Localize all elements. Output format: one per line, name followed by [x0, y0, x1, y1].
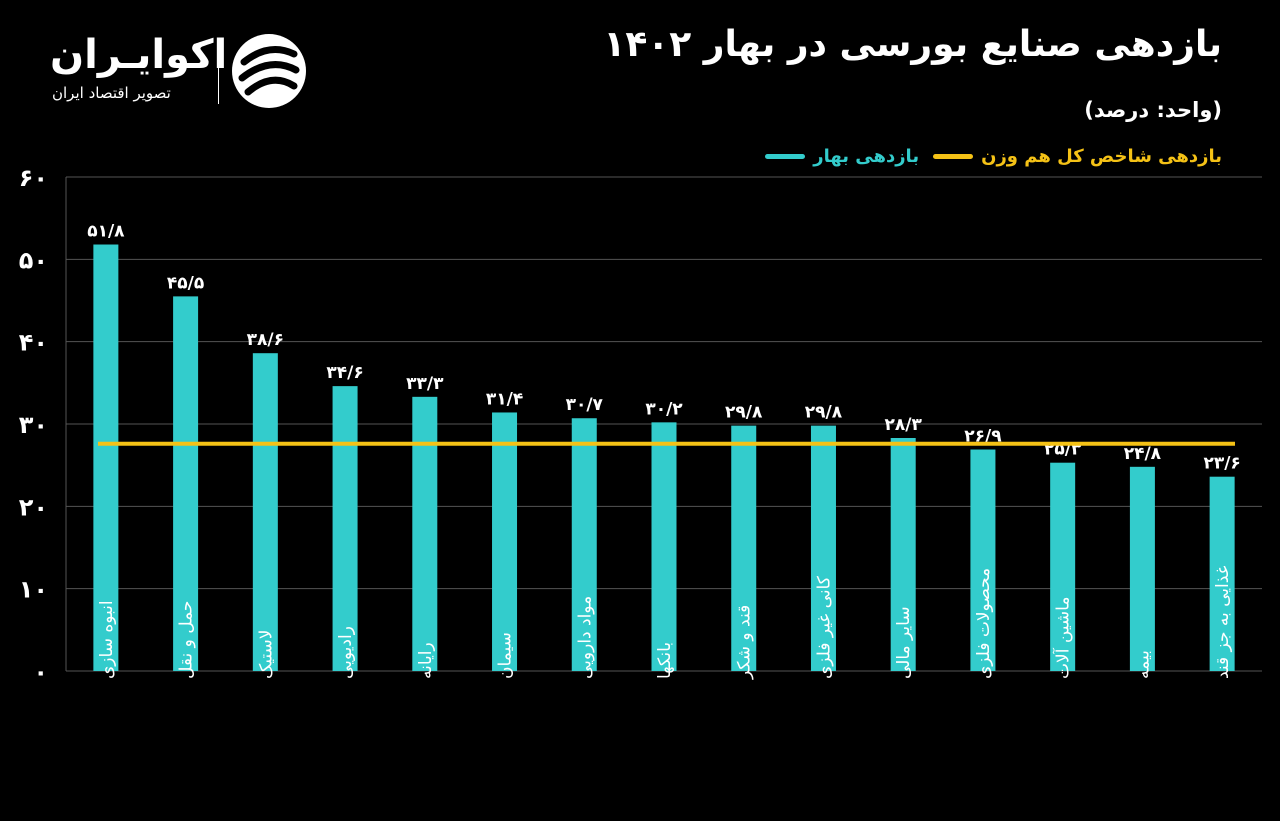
x-tick-label: انبوه سازی: [97, 600, 117, 679]
x-tick-label: محصولات فلزی: [974, 568, 994, 679]
bar: [731, 425, 757, 671]
data-label: ۲۸/۳: [885, 415, 923, 435]
logo-divider: [218, 38, 219, 104]
x-tick-label: حمل و نقل: [177, 601, 197, 679]
data-label: ۳۱/۴: [486, 389, 523, 409]
legend-swatch-bars: [765, 154, 806, 159]
data-label: ۳۰/۷: [566, 395, 604, 415]
y-tick-label: ۴۰: [19, 329, 48, 357]
y-tick-label: ۲۰: [19, 493, 48, 521]
y-tick-label: ۰: [33, 658, 48, 686]
data-label: ۴۵/۵: [167, 273, 204, 293]
ekoiran-logo-icon: [232, 34, 306, 108]
y-tick-label: ۶۰: [19, 164, 48, 192]
bar: [332, 386, 358, 671]
bar: [252, 353, 278, 671]
y-tick-label: ۵۰: [19, 246, 48, 274]
x-tick-label: بیمه: [1133, 650, 1153, 679]
bar: [571, 418, 597, 671]
legend-item-bars: بازدهی بهار: [765, 146, 919, 167]
data-label: ۲۹/۸: [805, 403, 843, 423]
bar: [1209, 476, 1235, 671]
bar: [1050, 462, 1076, 671]
y-tick-label: ۱۰: [19, 576, 48, 604]
legend: بازدهی بهار بازدهی شاخص کل هم وزن: [765, 146, 1222, 167]
bar: [890, 437, 916, 671]
bar: [651, 422, 677, 671]
x-tick-label: ماشین آلات: [1052, 597, 1074, 679]
x-tick-label: رادیویی: [336, 626, 356, 679]
x-tick-label: بانکها: [655, 642, 675, 679]
x-tick-label: سیمان: [496, 632, 516, 679]
legend-label-index-line: بازدهی شاخص کل هم وزن: [981, 146, 1222, 167]
data-label: ۳۸/۶: [247, 330, 284, 350]
data-label: ۲۳/۶: [1203, 454, 1240, 474]
x-tick-label: قند و شکر: [735, 605, 755, 680]
x-tick-label: غذایی به جز قند: [1213, 565, 1233, 679]
bar: [810, 425, 836, 671]
legend-swatch-index-line: [933, 154, 974, 159]
data-label: ۳۳/۳: [406, 374, 444, 394]
x-tick-label: لاستیک: [256, 630, 276, 679]
x-tick-label: کانی غیر فلزی: [814, 575, 834, 679]
bar: [93, 244, 119, 671]
y-tick-label: ۳۰: [19, 411, 48, 439]
bar: [173, 296, 199, 671]
data-label: ۲۹/۸: [725, 403, 763, 423]
data-label: ۲۶/۹: [964, 427, 1002, 447]
legend-item-index-line: بازدهی شاخص کل هم وزن: [933, 146, 1222, 167]
x-tick-label: مواد دارویی: [575, 596, 595, 679]
x-tick-label: سایر مالی: [894, 606, 914, 679]
x-tick-label: رایانه: [416, 642, 436, 679]
unit-label: (واحد: درصد): [1084, 98, 1222, 122]
bar: [970, 449, 996, 671]
bar: [412, 396, 438, 671]
brand-tagline: تصویر اقتصاد ایران: [52, 84, 171, 102]
chart-title: بازدهی صنایع بورسی در بهار ۱۴۰۲: [603, 24, 1222, 65]
brand-name: اکوایـران: [50, 32, 228, 78]
bar: [492, 412, 518, 671]
data-label: ۵۱/۸: [87, 222, 125, 242]
bar: [1129, 466, 1155, 671]
data-label: ۳۴/۶: [326, 363, 363, 383]
data-label: ۳۰/۲: [645, 399, 683, 419]
data-label: ۲۴/۸: [1124, 444, 1162, 464]
legend-label-bars: بازدهی بهار: [813, 146, 920, 167]
